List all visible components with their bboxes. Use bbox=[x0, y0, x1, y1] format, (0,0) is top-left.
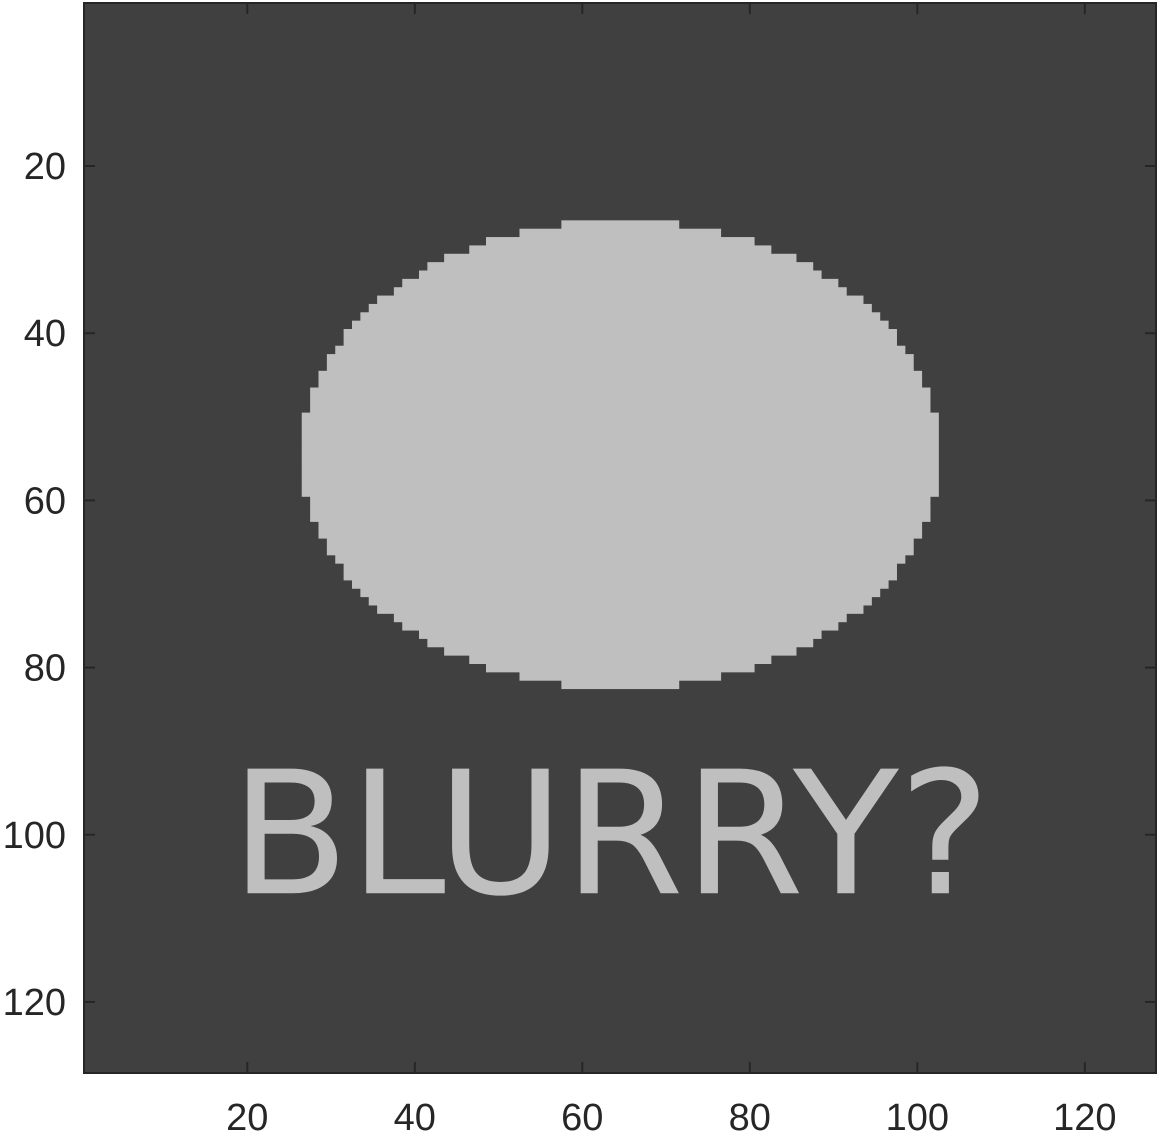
y-tick-label: 20 bbox=[24, 146, 66, 188]
axes-frame bbox=[83, 2, 1157, 1074]
ellipse-pixel-row bbox=[368, 303, 872, 313]
ellipse-pixel-row bbox=[301, 471, 939, 481]
ellipse-pixel-row bbox=[427, 262, 814, 272]
y-tick-label: 80 bbox=[24, 648, 66, 690]
ellipse-pixel-row bbox=[519, 671, 722, 681]
ellipse-pixel-row bbox=[469, 655, 772, 664]
y-tick-label: 60 bbox=[24, 480, 66, 522]
y-tick-label: 120 bbox=[3, 982, 66, 1024]
ellipse-pixel-row bbox=[377, 604, 864, 614]
ellipse-pixel-row bbox=[368, 596, 872, 606]
x-tick-label: 120 bbox=[1053, 1097, 1116, 1136]
ellipse-pixel-row bbox=[335, 554, 906, 564]
ellipse-pixel-row bbox=[419, 629, 822, 639]
ellipse-pixel-row bbox=[561, 680, 680, 690]
ellipse-pixel-row bbox=[301, 437, 939, 447]
ellipse-pixel-row bbox=[326, 362, 914, 372]
ellipse-pixel-row bbox=[419, 270, 822, 280]
ellipse-pixel-row bbox=[343, 571, 897, 581]
ellipse-pixel-row bbox=[310, 387, 931, 397]
ellipse-pixel-row bbox=[326, 354, 914, 364]
ellipse-pixel-row bbox=[310, 395, 931, 405]
y-axis: 20 40 60 80 100 120 bbox=[3, 146, 1156, 1024]
ellipse-pixel-row bbox=[301, 420, 939, 430]
ellipse-pixel-row bbox=[343, 337, 897, 347]
ellipse-pixel-row bbox=[310, 496, 931, 506]
ellipse-pixel-row bbox=[310, 404, 931, 414]
ellipse-pixel-row bbox=[402, 278, 839, 288]
x-axis: 20 40 60 80 100 120 bbox=[226, 3, 1117, 1136]
ellipse-pixel-row bbox=[326, 538, 914, 547]
ellipse-pixel-row bbox=[352, 320, 889, 330]
ellipse-pixel-row bbox=[310, 512, 931, 522]
image-axes: BLURRY? 20 40 60 80 100 120 20 40 60 80 100 120 bbox=[3, 2, 1157, 1136]
ellipse-pixel-row bbox=[393, 613, 847, 623]
ellipse-pixel-row bbox=[301, 454, 939, 464]
x-tick-label: 100 bbox=[886, 1097, 949, 1136]
ellipse-pixel-row bbox=[352, 579, 889, 589]
ellipse-pixel-row bbox=[427, 638, 814, 648]
ellipse-pixel-row bbox=[301, 479, 939, 489]
ellipse-pixel-row bbox=[377, 295, 864, 305]
ellipse-pixel-row bbox=[393, 287, 847, 297]
ellipse-pixel-row bbox=[301, 487, 939, 497]
y-tick-label: 40 bbox=[24, 313, 66, 355]
ellipse-pixel-row bbox=[402, 621, 839, 631]
ellipse-pixel-row bbox=[444, 253, 797, 263]
image-text-blurry: BLURRY? bbox=[231, 735, 991, 934]
x-tick-label: 40 bbox=[394, 1097, 436, 1136]
ellipse-pixel-row bbox=[343, 563, 897, 573]
ellipse-pixel-row bbox=[469, 245, 772, 255]
ellipse-pixel-row bbox=[318, 370, 923, 380]
y-tick-label: 100 bbox=[3, 815, 66, 857]
x-tick-label: 60 bbox=[561, 1097, 603, 1136]
ellipse-pixel-row bbox=[301, 446, 939, 456]
x-tick-label: 20 bbox=[226, 1097, 268, 1136]
ellipse-pixel-row bbox=[318, 521, 923, 531]
ellipse-pixel-row bbox=[444, 646, 797, 656]
ellipse-pixel-row bbox=[486, 237, 755, 247]
ellipse-pixel-row bbox=[343, 329, 897, 338]
ellipse-pixel-row bbox=[318, 379, 923, 389]
ellipse-pixel-row bbox=[519, 228, 722, 238]
ellipse-pixel-row bbox=[310, 504, 931, 514]
ellipse-pixel-row bbox=[318, 529, 923, 539]
ellipse-pixel-row bbox=[301, 429, 939, 439]
ellipse-pixel-row bbox=[301, 412, 939, 422]
ellipse-pixel-row bbox=[486, 663, 755, 673]
ellipse-pixel-row bbox=[561, 220, 680, 230]
ellipse-pixel-row bbox=[335, 345, 906, 355]
ellipse-pixel-row bbox=[301, 462, 939, 472]
ellipse-pixel-row bbox=[326, 546, 914, 556]
image-pixel-layer bbox=[301, 220, 939, 690]
x-tick-label: 80 bbox=[729, 1097, 771, 1136]
ellipse-pixel-row bbox=[360, 588, 881, 598]
ellipse-pixel-row bbox=[360, 312, 881, 322]
